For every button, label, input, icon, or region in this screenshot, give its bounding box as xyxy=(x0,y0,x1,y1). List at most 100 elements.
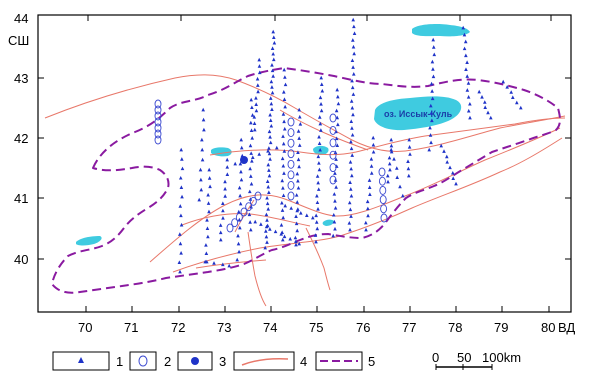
station-triangle xyxy=(297,136,301,140)
station-triangle xyxy=(509,90,513,94)
station-open-circle xyxy=(287,138,295,148)
station-triangle xyxy=(270,63,274,67)
station-triangle xyxy=(351,71,356,76)
map-frame xyxy=(37,14,572,313)
station-triangle xyxy=(313,233,318,237)
lake-son-kul xyxy=(412,24,470,37)
station-open-circle xyxy=(329,125,337,135)
station-triangle xyxy=(206,201,211,205)
station-triangle xyxy=(350,78,354,83)
station-triangle xyxy=(371,142,376,147)
station-triangle xyxy=(200,137,204,142)
station-triangle xyxy=(238,201,243,206)
station-triangle xyxy=(268,118,273,123)
station-triangle xyxy=(271,57,276,62)
station-triangle xyxy=(387,155,392,160)
station-triangle xyxy=(281,163,286,168)
station-triangle xyxy=(203,259,207,264)
station-open-circle xyxy=(154,129,162,139)
station-triangle xyxy=(486,110,490,115)
station-open-circle xyxy=(154,99,162,109)
station-open-circle xyxy=(287,149,295,159)
station-open-circle xyxy=(378,167,386,177)
station-triangle xyxy=(316,207,320,211)
lon-label-77: 77 xyxy=(402,320,416,335)
station-triangle xyxy=(349,119,354,124)
station-triangle xyxy=(268,135,272,139)
station-triangle xyxy=(221,262,225,267)
station-triangle xyxy=(442,149,446,153)
station-triangle xyxy=(221,201,225,206)
station-triangle xyxy=(239,137,243,142)
station-triangle xyxy=(281,134,285,138)
lon-label-76: 76 xyxy=(356,320,370,335)
station-triangle xyxy=(270,107,274,111)
station-triangle xyxy=(298,122,303,126)
station-open-circle xyxy=(379,185,387,195)
station-triangle xyxy=(268,96,273,100)
station-open-circle xyxy=(235,212,243,222)
station-triangle xyxy=(218,230,223,235)
station-triangle xyxy=(332,192,337,196)
station-triangle xyxy=(480,95,484,99)
station-triangle xyxy=(445,154,449,159)
station-triangle xyxy=(349,193,354,198)
station-triangle xyxy=(265,218,269,222)
station-triangle xyxy=(273,229,278,234)
station-triangle xyxy=(297,164,301,169)
station-triangle xyxy=(180,166,185,171)
scale-bar: 0 50 100km xyxy=(432,350,521,370)
station-triangle xyxy=(221,215,225,220)
station-triangle xyxy=(267,129,272,134)
station-triangle xyxy=(366,213,370,218)
station-triangle xyxy=(265,240,269,244)
station-triangle xyxy=(265,201,270,206)
station-triangle xyxy=(267,173,272,178)
station-triangle xyxy=(477,89,481,94)
station-triangle xyxy=(311,215,315,220)
station-triangle xyxy=(237,217,242,222)
station-triangle xyxy=(288,236,293,241)
station-triangle xyxy=(257,70,262,75)
station-triangle xyxy=(316,180,320,185)
station-triangle xyxy=(385,173,390,178)
station-triangle xyxy=(205,217,209,222)
station-triangle xyxy=(178,204,183,208)
station-open-circle xyxy=(378,176,386,186)
station-triangle xyxy=(333,178,338,182)
lat-label-41: 41 xyxy=(14,191,28,206)
station-triangle xyxy=(349,214,353,218)
station-triangle xyxy=(429,103,433,108)
lake-issyk-kul xyxy=(374,96,462,131)
station-triangle xyxy=(282,171,286,175)
station-triangle xyxy=(317,115,322,119)
station-triangle xyxy=(431,74,436,79)
station-triangle xyxy=(295,171,300,176)
station-triangle xyxy=(465,74,470,78)
station-triangle xyxy=(351,65,355,69)
station-triangle xyxy=(395,166,399,170)
station-triangle xyxy=(454,181,458,186)
station-triangle xyxy=(282,67,286,72)
station-triangle xyxy=(336,101,341,106)
station-triangle xyxy=(389,143,394,148)
station-triangle xyxy=(282,119,286,124)
station-triangle xyxy=(225,157,229,162)
station-triangle xyxy=(219,237,223,242)
station-triangle xyxy=(318,95,323,100)
station-triangle xyxy=(247,189,252,194)
left-tick-marks xyxy=(38,77,44,260)
station-triangle xyxy=(349,99,354,103)
station-triangle xyxy=(266,184,271,189)
station-triangle xyxy=(257,57,261,62)
station-triangle xyxy=(294,221,299,226)
station-triangle xyxy=(315,226,320,231)
station-triangle xyxy=(294,239,298,243)
station-triangle xyxy=(332,219,337,224)
station-open-circle xyxy=(287,159,295,169)
station-triangle xyxy=(407,145,412,149)
station-open-circle xyxy=(154,135,162,145)
lakes xyxy=(76,24,470,246)
state-border xyxy=(51,67,561,294)
station-triangle xyxy=(371,135,375,140)
